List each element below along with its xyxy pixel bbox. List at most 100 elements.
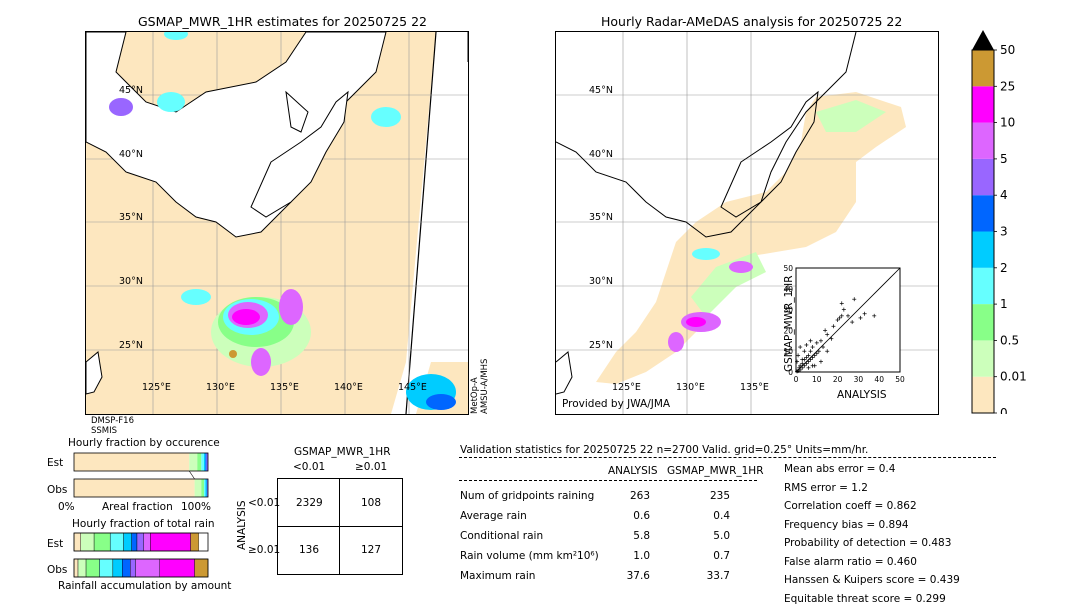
right-map-title: Hourly Radar-AMeDAS analysis for 2025072… (601, 14, 903, 29)
scatter-ytick: 20 (783, 326, 793, 335)
scatter-point (810, 355, 815, 360)
amount-est-label: Est (47, 538, 64, 550)
scatter-point (814, 340, 819, 345)
scatter-xtick: 30 (854, 375, 864, 384)
left-lat-45: 45°N (119, 85, 143, 96)
colorbar: 0 0.01 0.5 1 2 3 4 5 10 25 50 (970, 30, 1040, 420)
right-lat-25: 25°N (589, 340, 613, 351)
colorbar-label: 50 (1000, 43, 1015, 57)
occurrence-title: Hourly fraction by occurence (68, 437, 220, 449)
scatter-point (804, 361, 809, 366)
contingency-row-axis: ANALYSIS (236, 500, 248, 550)
scatter-point (796, 368, 801, 373)
scatter-point (808, 349, 813, 354)
validation-score: Frequency bias = 0.894 (784, 518, 909, 531)
validation-header-rule (459, 480, 757, 481)
right-map-panel: 45°N 40°N 35°N 30°N 25°N 125°E 130°E 135… (555, 31, 939, 415)
stack-segment (130, 558, 136, 578)
stack-segment (77, 558, 87, 578)
contingency-row-1: ≥0.01 (248, 544, 281, 556)
colorbar-segment (972, 158, 994, 196)
scatter-point (804, 342, 809, 347)
validation-score: Equitable threat score = 0.299 (784, 592, 946, 605)
scatter-point (831, 324, 836, 329)
validation-score: False alarm ratio = 0.460 (784, 555, 917, 568)
stack-segment (201, 453, 204, 471)
colorbar-segment (972, 122, 994, 159)
colorbar-segment (972, 304, 994, 341)
stack-segment (122, 558, 131, 578)
scatter-point (802, 363, 807, 368)
occurrence-bars (73, 452, 209, 498)
validation-score: Mean abs error = 0.4 (784, 463, 896, 475)
occurrence-est-label: Est (47, 457, 64, 469)
scatter-point (816, 349, 821, 354)
contingency-grid: 2329 108 136 127 (277, 478, 403, 575)
stack-segment (80, 532, 95, 552)
stack-segment (74, 479, 195, 497)
scatter-xtick: 50 (895, 375, 905, 384)
scatter-point (812, 353, 817, 358)
stack-frame (73, 478, 209, 498)
left-lat-30: 30°N (119, 276, 143, 287)
scatter-point (806, 359, 811, 364)
validation-row-label: Conditional rain (460, 530, 544, 542)
stack-segment (93, 532, 111, 552)
left-lon-130: 130°E (206, 382, 235, 393)
validation-dashed-line (459, 457, 996, 458)
right-lat-45: 45°N (589, 85, 613, 96)
left-lat-35: 35°N (119, 212, 143, 223)
colorbar-segment (972, 376, 994, 413)
right-map-credit: Provided by JWA/JMA (562, 398, 671, 410)
scatter-point (795, 359, 800, 364)
scatter-point (818, 359, 823, 364)
stack-segment (131, 532, 138, 552)
scatter-ylabel: GSMAP_MWR_1HR (783, 275, 795, 372)
stack-segment (109, 532, 124, 552)
stack-segment (99, 558, 114, 578)
colorbar-segment (972, 267, 994, 305)
amount-bars (73, 532, 209, 578)
scatter-xtick: 10 (812, 375, 822, 384)
validation-row-label: Average rain (460, 510, 527, 522)
validation-row-analysis: 5.8 (633, 530, 650, 542)
validation-col-analysis: ANALYSIS (608, 465, 658, 477)
scatter-point (835, 318, 840, 322)
scatter-point (858, 315, 863, 320)
validation-col-gsmap: GSMAP_MWR_1HR (667, 465, 764, 477)
stack-segment (74, 453, 190, 471)
scatter-plot: 00 10 10 20 20 30 30 40 40 50 50 (783, 264, 905, 384)
colorbar-label: 0 (1000, 406, 1008, 414)
validation-row-label: Rain volume (mm km²10⁶) (460, 550, 599, 562)
scatter-ytick: 30 (783, 306, 793, 315)
scatter-ytick: 10 (783, 347, 793, 356)
colorbar-extend-arrow (972, 30, 994, 50)
scatter-point (829, 336, 834, 341)
stack-segment (135, 558, 160, 578)
scatter-point (804, 355, 809, 360)
stack-segment (123, 532, 132, 552)
stack-segment (194, 479, 202, 497)
stack-segment (85, 558, 100, 578)
stack-segment (206, 479, 208, 497)
colorbar-graphic: 0 0.01 0.5 1 2 3 4 5 10 25 50 (971, 30, 1027, 420)
amount-axis-label: Rainfall accumulation by amount (58, 580, 232, 592)
scatter-point (839, 313, 844, 318)
contingency-cell-0-0: 2329 (296, 497, 323, 509)
left-sensor-right-1: MetOp-A (470, 377, 480, 414)
left-lat-25: 25°N (119, 340, 143, 351)
stack-frame (73, 532, 209, 552)
stack-segment (112, 558, 123, 578)
colorbar-label: 3 (1000, 225, 1008, 239)
occurrence-axis-right: 100% (181, 501, 212, 513)
scatter-point (862, 311, 867, 316)
scatter-xtick: 20 (833, 375, 843, 384)
colorbar-segment (972, 86, 994, 123)
stack-segment (159, 558, 195, 578)
scatter-point (800, 361, 805, 366)
right-lon-125: 125°E (612, 382, 641, 393)
scatter-diagonal (795, 267, 901, 373)
contingency-col-0: <0.01 (293, 461, 326, 473)
stack-segment (73, 532, 81, 552)
contingency-cell-1-0: 136 (299, 544, 320, 556)
